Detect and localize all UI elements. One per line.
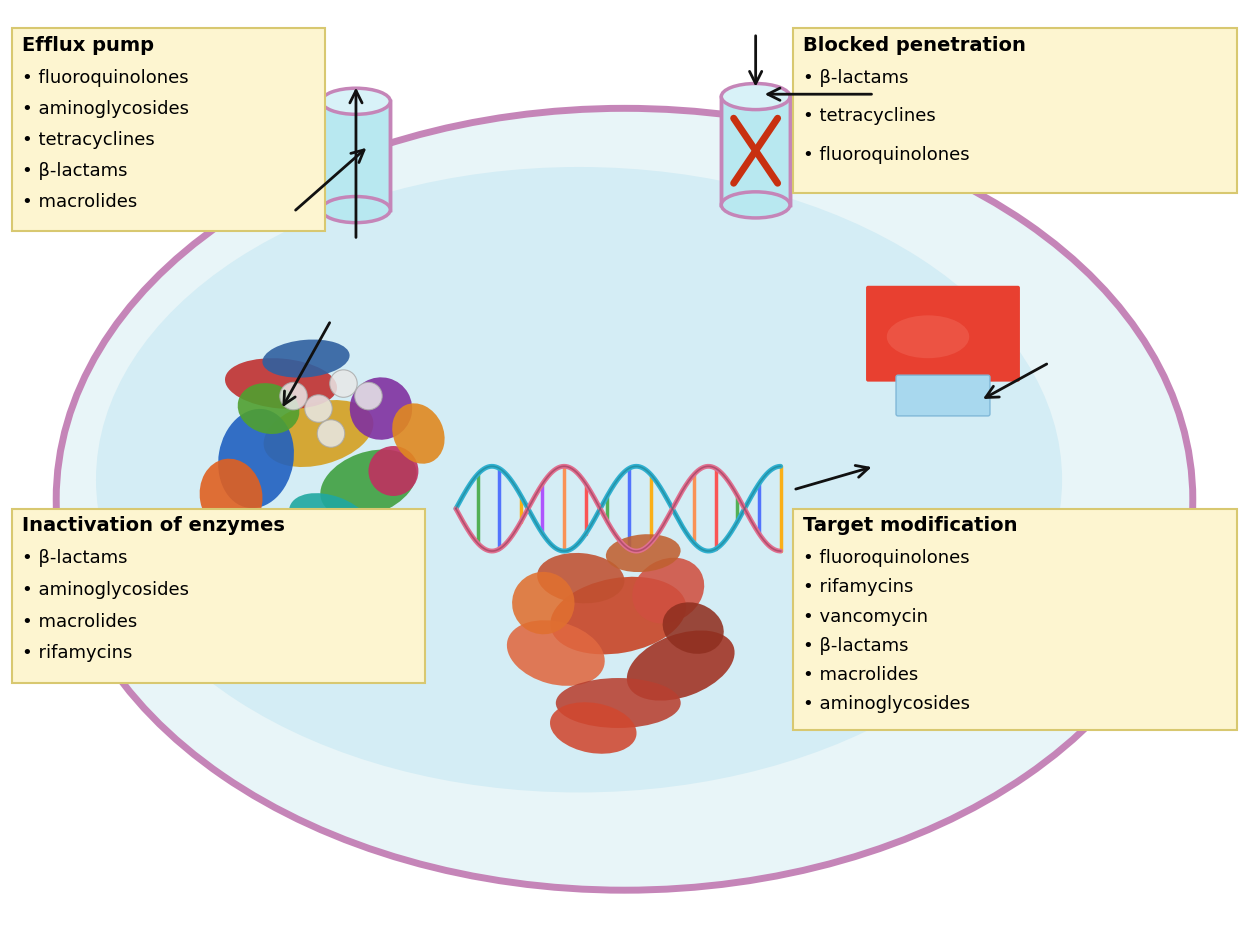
Text: • β-lactams: • β-lactams (803, 69, 908, 87)
Ellipse shape (320, 532, 392, 584)
FancyBboxPatch shape (866, 285, 1020, 382)
Bar (722, 97, 791, 205)
Ellipse shape (264, 400, 373, 467)
Ellipse shape (368, 446, 418, 496)
Ellipse shape (722, 192, 789, 218)
Ellipse shape (289, 493, 373, 549)
Bar (793, 509, 1237, 730)
Ellipse shape (317, 420, 345, 447)
Text: • aminoglycosides: • aminoglycosides (803, 695, 970, 713)
Ellipse shape (237, 383, 300, 434)
Ellipse shape (262, 339, 350, 378)
Bar (12, 28, 325, 231)
FancyBboxPatch shape (896, 375, 990, 416)
Ellipse shape (320, 449, 417, 517)
Text: Blocked penetration: Blocked penetration (803, 36, 1025, 55)
Bar (12, 509, 425, 683)
Ellipse shape (663, 602, 723, 654)
Ellipse shape (887, 316, 969, 358)
Text: • β-lactams: • β-lactams (22, 549, 127, 567)
Ellipse shape (225, 358, 337, 409)
Text: • macrolides: • macrolides (22, 612, 137, 631)
Ellipse shape (722, 84, 789, 109)
Text: Target modification: Target modification (803, 516, 1018, 535)
Ellipse shape (627, 630, 734, 701)
Ellipse shape (350, 378, 412, 440)
Ellipse shape (392, 403, 445, 463)
Ellipse shape (551, 577, 686, 655)
Text: • aminoglycosides: • aminoglycosides (22, 100, 190, 118)
Text: • rifamycins: • rifamycins (803, 578, 913, 596)
Ellipse shape (606, 534, 681, 572)
Ellipse shape (512, 572, 575, 634)
Ellipse shape (537, 553, 624, 603)
Text: • fluoroquinolones: • fluoroquinolones (803, 146, 969, 164)
Bar (793, 28, 1237, 193)
Text: • tetracyclines: • tetracyclines (22, 131, 155, 149)
Ellipse shape (632, 558, 704, 624)
Ellipse shape (200, 459, 262, 533)
Text: Efflux pump: Efflux pump (22, 36, 155, 55)
Ellipse shape (321, 197, 390, 222)
Ellipse shape (556, 678, 681, 728)
Ellipse shape (219, 409, 294, 508)
Text: • macrolides: • macrolides (22, 193, 137, 211)
Text: Inactivation of enzymes: Inactivation of enzymes (22, 516, 285, 535)
Ellipse shape (280, 382, 307, 410)
Ellipse shape (56, 108, 1193, 890)
Bar (321, 102, 390, 210)
Text: • β-lactams: • β-lactams (22, 162, 127, 180)
Text: • aminoglycosides: • aminoglycosides (22, 581, 190, 599)
Text: • fluoroquinolones: • fluoroquinolones (803, 549, 969, 567)
Ellipse shape (507, 620, 605, 686)
Ellipse shape (96, 167, 1062, 792)
Ellipse shape (355, 382, 382, 410)
Ellipse shape (305, 395, 332, 422)
Text: • β-lactams: • β-lactams (803, 637, 908, 655)
Text: • vancomycin: • vancomycin (803, 608, 928, 625)
Ellipse shape (330, 370, 357, 398)
Text: • tetracyclines: • tetracyclines (803, 107, 936, 125)
Text: • fluoroquinolones: • fluoroquinolones (22, 69, 189, 87)
Text: • macrolides: • macrolides (803, 666, 918, 684)
Ellipse shape (321, 89, 390, 114)
Text: • rifamycins: • rifamycins (22, 644, 132, 662)
Ellipse shape (550, 702, 637, 754)
